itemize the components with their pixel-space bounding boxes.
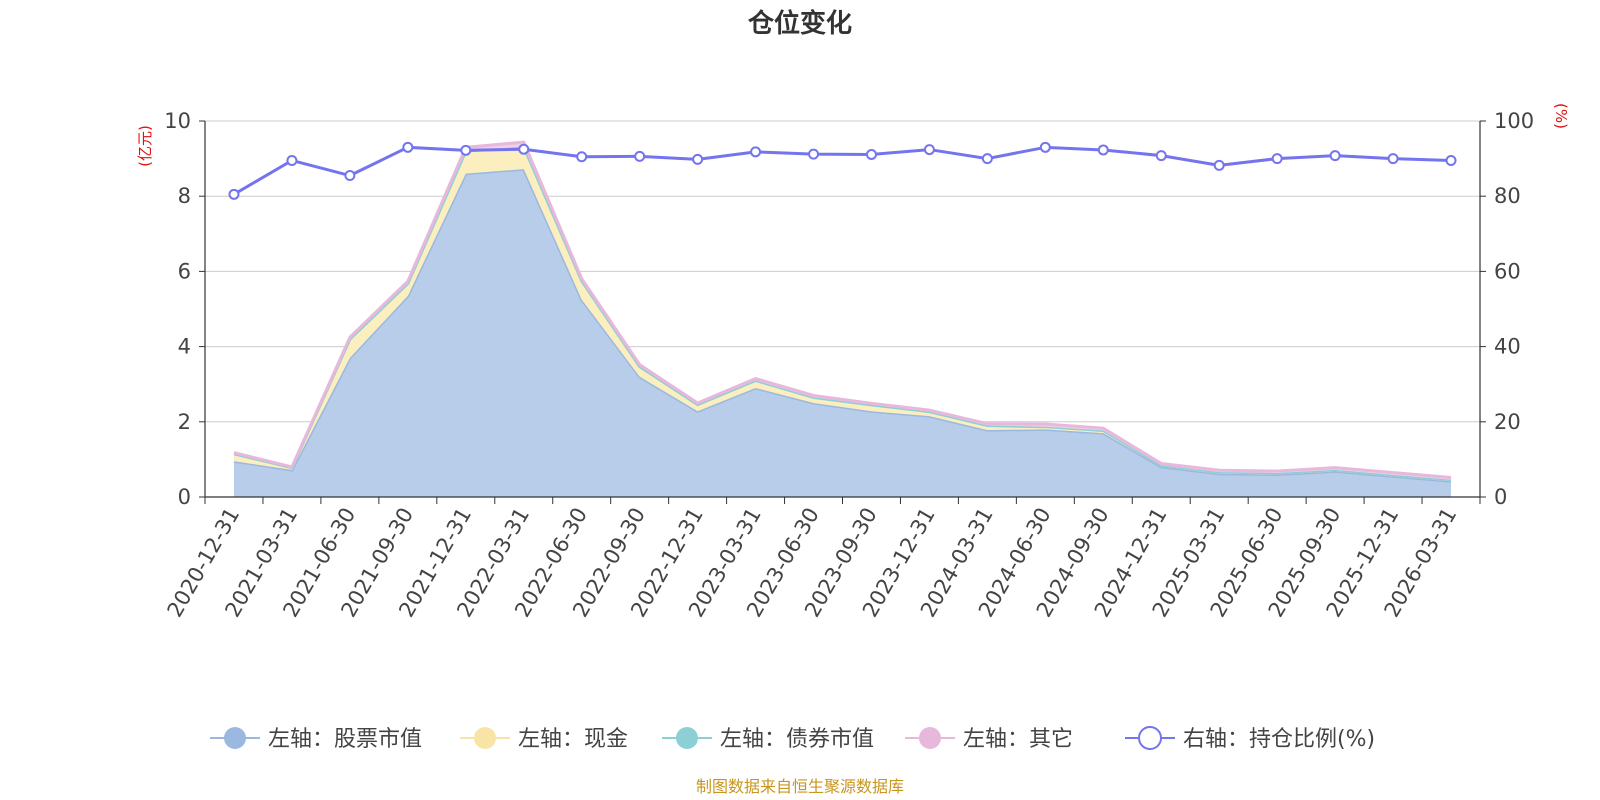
ratio-point xyxy=(1213,159,1225,171)
legend-marker-icon xyxy=(676,727,698,749)
ratio-point xyxy=(518,143,530,155)
legend-marker-icon xyxy=(224,727,246,749)
ratio-point xyxy=(1445,154,1457,166)
left-tick-label: 6 xyxy=(178,259,191,283)
chart-title: 仓位变化 xyxy=(747,8,852,39)
legend-item: 左轴：股票市值 xyxy=(210,727,422,752)
legend-label: 左轴：股票市值 xyxy=(268,727,422,752)
right-tick-label: 20 xyxy=(1494,410,1521,434)
ratio-point xyxy=(228,188,240,200)
ratio-point xyxy=(634,150,646,162)
x-axis-ticks: 2020-12-312021-03-312021-06-302021-09-30… xyxy=(163,497,1481,621)
left-tick-label: 8 xyxy=(178,184,191,208)
ratio-point xyxy=(923,144,935,156)
right-tick-label: 100 xyxy=(1494,109,1534,133)
right-tick-label: 80 xyxy=(1494,184,1521,208)
legend-marker-icon xyxy=(474,727,496,749)
ratio-point xyxy=(692,153,704,165)
stacked-areas xyxy=(233,140,1452,497)
ratio-point xyxy=(460,144,472,156)
ratio-point xyxy=(1039,141,1051,153)
ratio-point xyxy=(750,146,762,158)
ratio-point xyxy=(865,148,877,160)
ratio-point xyxy=(344,170,356,182)
legend-label: 左轴：其它 xyxy=(963,727,1073,752)
area-line-3 xyxy=(233,140,1452,479)
legend-label: 右轴：持仓比例(%) xyxy=(1183,727,1375,752)
legend-label: 左轴：债券市值 xyxy=(720,727,874,752)
right-tick-label: 60 xyxy=(1494,259,1521,283)
legend-item: 左轴：其它 xyxy=(905,727,1073,752)
ratio-point xyxy=(1271,153,1283,165)
left-tick-label: 4 xyxy=(178,335,191,359)
right-axis-ticks: 0 20 40 60 80 100 xyxy=(1480,109,1534,509)
ratio-point xyxy=(981,153,993,165)
left-axis-unit-label: (亿元) xyxy=(136,125,154,167)
data-source-note: 制图数据来自恒生聚源数据库 xyxy=(696,777,904,796)
left-tick-label: 10 xyxy=(164,109,191,133)
legend-marker-icon xyxy=(919,727,941,749)
left-tick-label: 0 xyxy=(178,485,191,509)
legend-item: 左轴：现金 xyxy=(460,727,628,752)
ratio-point xyxy=(1155,150,1167,162)
ratio-point xyxy=(1329,150,1341,162)
legend-item: 左轴：债券市值 xyxy=(662,727,874,752)
right-axis-unit-label: (%) xyxy=(1552,103,1570,129)
legend-item: 右轴：持仓比例(%) xyxy=(1125,726,1375,752)
ratio-point xyxy=(808,148,820,160)
ratio-point xyxy=(286,154,298,166)
ratio-point xyxy=(1387,153,1399,165)
right-tick-label: 40 xyxy=(1494,335,1521,359)
left-tick-label: 2 xyxy=(178,410,191,434)
ratio-point xyxy=(1097,144,1109,156)
ratio-line-series xyxy=(228,141,1457,200)
ratio-point xyxy=(402,141,414,153)
legend-label: 左轴：现金 xyxy=(518,727,628,752)
right-tick-label: 0 xyxy=(1494,485,1507,509)
ratio-point xyxy=(576,151,588,163)
legend-marker-icon xyxy=(1138,726,1162,750)
legend: 左轴：股票市值 左轴：现金 左轴：债券市值 左轴：其它 右轴：持仓比例(%) xyxy=(210,726,1375,752)
ratio-line xyxy=(233,145,1452,196)
left-axis-ticks: 0 2 4 6 8 10 xyxy=(164,109,205,509)
area-0 xyxy=(233,169,1452,497)
